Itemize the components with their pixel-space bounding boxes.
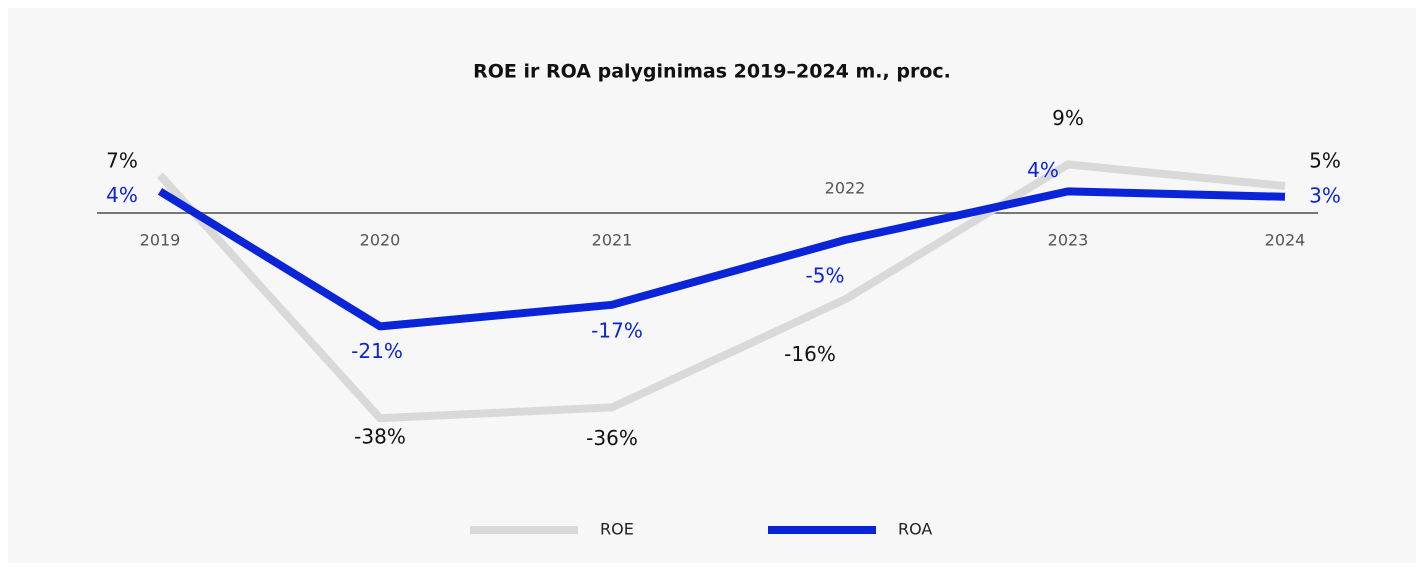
- data-label: 4%: [106, 183, 138, 207]
- series-line: [157, 160, 1286, 423]
- data-label: 9%: [1052, 106, 1084, 130]
- data-label: 3%: [1309, 183, 1341, 207]
- data-label: -5%: [806, 264, 845, 288]
- data-label: -21%: [351, 339, 403, 363]
- chart-background: [8, 8, 1416, 563]
- x-tick-label: 2020: [360, 231, 401, 250]
- data-label: -16%: [784, 342, 836, 366]
- chart-title: ROE ir ROA palyginimas 2019–2024 m., pro…: [473, 61, 951, 83]
- data-label: -38%: [354, 425, 406, 449]
- data-label: 5%: [1309, 149, 1341, 173]
- data-label: -17%: [591, 318, 643, 342]
- data-label: -36%: [586, 426, 638, 450]
- x-tick-label: 2023: [1048, 231, 1089, 250]
- x-tick-label: 2019: [140, 231, 181, 250]
- legend-label: ROA: [898, 520, 932, 539]
- legend-label: ROE: [600, 520, 634, 539]
- data-label: 7%: [106, 149, 138, 173]
- x-tick-label: 2021: [592, 231, 633, 250]
- x-tick-label: 2024: [1265, 231, 1306, 250]
- x-tick-label: 2022: [825, 179, 866, 198]
- series-line: [157, 187, 1286, 331]
- data-label: 4%: [1027, 158, 1059, 182]
